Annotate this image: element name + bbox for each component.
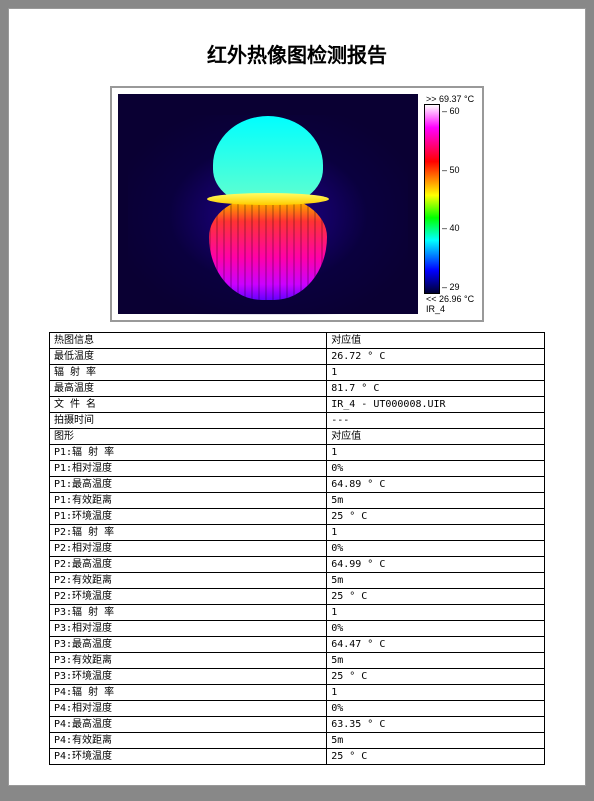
scale-tick: – 60 (442, 106, 460, 116)
row-key: P3:辐 射 率 (50, 605, 327, 621)
row-key: 热图信息 (50, 333, 327, 349)
row-key: P1:相对湿度 (50, 461, 327, 477)
table-row: P3:相对湿度0% (50, 621, 545, 637)
row-key: P4:有效距离 (50, 733, 327, 749)
table-row: P4:环境温度25 ° C (50, 749, 545, 765)
row-value: 1 (327, 445, 545, 461)
row-key: 辐 射 率 (50, 365, 327, 381)
row-value: 5m (327, 733, 545, 749)
row-value: 1 (327, 365, 545, 381)
scale-tick: – 40 (442, 223, 460, 233)
row-key: P4:环境温度 (50, 749, 327, 765)
table-row: P3:辐 射 率1 (50, 605, 545, 621)
row-key: P2:辐 射 率 (50, 525, 327, 541)
row-key: P4:辐 射 率 (50, 685, 327, 701)
table-row: P2:最高温度64.99 ° C (50, 557, 545, 573)
thermal-image (118, 94, 418, 314)
row-value: 5m (327, 493, 545, 509)
row-value: 1 (327, 605, 545, 621)
thermal-bulb-base (209, 195, 327, 300)
table-row: 最高温度81.7 ° C (50, 381, 545, 397)
table-row: P2:有效距离5m (50, 573, 545, 589)
row-value: IR_4 - UT000008.UIR (327, 397, 545, 413)
row-value: 1 (327, 685, 545, 701)
row-value: 5m (327, 653, 545, 669)
row-key: P2:最高温度 (50, 557, 327, 573)
row-key: 最高温度 (50, 381, 327, 397)
thermal-figure-wrap: >> 69.37 °C – 60 – 50 – 40 – 29 << 26.96 °C… (49, 86, 545, 322)
row-value: 81.7 ° C (327, 381, 545, 397)
row-key: P2:环境温度 (50, 589, 327, 605)
row-value: 1 (327, 525, 545, 541)
table-row: P1:最高温度64.89 ° C (50, 477, 545, 493)
report-page: 红外热像图检测报告 >> 69.37 °C – 60 – 50 – 40 – 29 (8, 8, 586, 786)
row-value: 63.35 ° C (327, 717, 545, 733)
row-key: P3:最高温度 (50, 637, 327, 653)
color-scale: >> 69.37 °C – 60 – 50 – 40 – 29 << 26.96 °C… (424, 94, 476, 314)
table-row: P1:相对湿度0% (50, 461, 545, 477)
scale-id-label: IR_4 (424, 304, 476, 314)
row-value: 64.99 ° C (327, 557, 545, 573)
table-row: P2:辐 射 率1 (50, 525, 545, 541)
table-row: 文 件 名IR_4 - UT000008.UIR (50, 397, 545, 413)
row-value: 25 ° C (327, 749, 545, 765)
row-key: P4:相对湿度 (50, 701, 327, 717)
table-row: 热图信息对应值 (50, 333, 545, 349)
row-value: 25 ° C (327, 589, 545, 605)
table-row: P3:环境温度25 ° C (50, 669, 545, 685)
row-key: P1:辐 射 率 (50, 445, 327, 461)
table-row: P1:辐 射 率1 (50, 445, 545, 461)
row-key: P1:有效距离 (50, 493, 327, 509)
report-title: 红外热像图检测报告 (49, 39, 545, 68)
table-row: P4:相对湿度0% (50, 701, 545, 717)
row-value: 64.89 ° C (327, 477, 545, 493)
table-row: 图形对应值 (50, 429, 545, 445)
row-value: 0% (327, 701, 545, 717)
row-value: 5m (327, 573, 545, 589)
row-key: P3:有效距离 (50, 653, 327, 669)
row-value: 26.72 ° C (327, 349, 545, 365)
table-row: 辐 射 率1 (50, 365, 545, 381)
row-value: 0% (327, 541, 545, 557)
row-key: P1:环境温度 (50, 509, 327, 525)
table-row: P3:最高温度64.47 ° C (50, 637, 545, 653)
scale-min-label: << 26.96 °C (424, 294, 476, 304)
scale-ticks: – 60 – 50 – 40 – 29 (442, 104, 460, 294)
table-row: P4:最高温度63.35 ° C (50, 717, 545, 733)
row-key: 最低温度 (50, 349, 327, 365)
thermal-figure-frame: >> 69.37 °C – 60 – 50 – 40 – 29 << 26.96 °C… (110, 86, 484, 322)
table-row: P2:环境温度25 ° C (50, 589, 545, 605)
scale-tick: – 50 (442, 165, 460, 175)
table-row: P1:环境温度25 ° C (50, 509, 545, 525)
row-value: 对应值 (327, 333, 545, 349)
table-row: 拍摄时间--- (50, 413, 545, 429)
row-value: 0% (327, 461, 545, 477)
row-key: P2:有效距离 (50, 573, 327, 589)
row-key: 图形 (50, 429, 327, 445)
scale-max-label: >> 69.37 °C (424, 94, 476, 104)
row-value: 25 ° C (327, 509, 545, 525)
table-row: P4:有效距离5m (50, 733, 545, 749)
scale-gradient-bar (424, 104, 440, 294)
table-row: P1:有效距离5m (50, 493, 545, 509)
row-key: P1:最高温度 (50, 477, 327, 493)
table-row: 最低温度26.72 ° C (50, 349, 545, 365)
row-key: P3:相对湿度 (50, 621, 327, 637)
row-key: P4:最高温度 (50, 717, 327, 733)
table-row: P3:有效距离5m (50, 653, 545, 669)
row-value: --- (327, 413, 545, 429)
thermal-rim (207, 193, 329, 205)
row-value: 64.47 ° C (327, 637, 545, 653)
row-value: 25 ° C (327, 669, 545, 685)
data-table: 热图信息对应值最低温度26.72 ° C辐 射 率1最高温度81.7 ° C文 … (49, 332, 545, 765)
row-key: 文 件 名 (50, 397, 327, 413)
row-value: 0% (327, 621, 545, 637)
scale-tick: – 29 (442, 282, 460, 292)
row-value: 对应值 (327, 429, 545, 445)
table-row: P2:相对湿度0% (50, 541, 545, 557)
row-key: P2:相对湿度 (50, 541, 327, 557)
row-key: P3:环境温度 (50, 669, 327, 685)
row-key: 拍摄时间 (50, 413, 327, 429)
table-row: P4:辐 射 率1 (50, 685, 545, 701)
